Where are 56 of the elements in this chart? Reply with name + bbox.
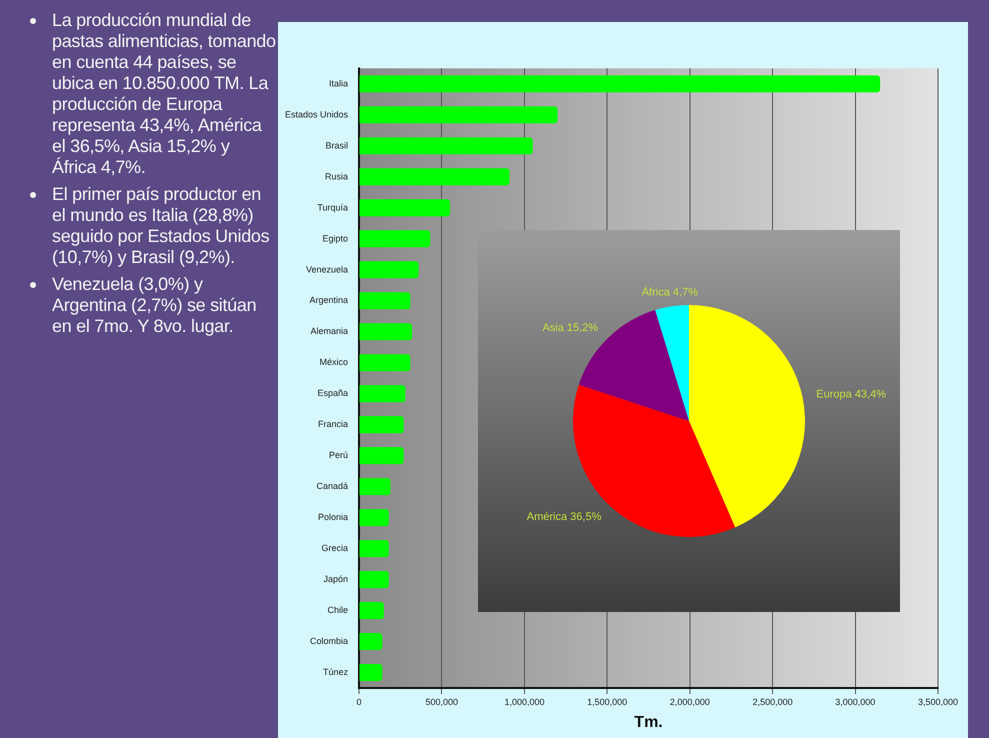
x-axis-title: Tm.: [634, 714, 663, 731]
y-tick-label: Túnez: [323, 666, 349, 677]
y-tick-label: España: [318, 388, 348, 398]
y-tick-label: Turquía: [317, 202, 348, 212]
bar: [360, 292, 410, 310]
y-tick-label: Polonia: [318, 512, 348, 522]
bar: [360, 230, 430, 248]
bar: [360, 416, 404, 434]
y-tick-label: Egipto: [322, 233, 348, 244]
bar: [360, 602, 384, 620]
y-tick-label: Colombia: [310, 636, 348, 646]
y-tick-label: Brasil: [326, 140, 348, 150]
y-tick-label: Estados Unidos: [284, 109, 349, 120]
x-tick-label: 3,000,000: [835, 696, 876, 707]
y-tick-label: México: [320, 357, 348, 368]
bar: [360, 664, 382, 682]
y-tick-label: Alemania: [310, 326, 348, 336]
bar: [360, 106, 558, 124]
y-tick-label: Canadá: [316, 481, 348, 492]
bar: [360, 323, 412, 340]
bar: [360, 354, 410, 372]
bar: [360, 509, 389, 526]
bar: [360, 633, 382, 650]
y-tick-label: Venezuela: [306, 264, 348, 274]
text: El primer país productor en el mundo es Italia (28,8%) seguido por Estados Unidos (10,7%) y Brasil (9,2%).: [51, 184, 270, 268]
y-tick-label: Chile: [328, 605, 348, 616]
x-tick-label: 2,000,000: [670, 696, 710, 707]
x-tick-label: 2,500,000: [752, 696, 793, 707]
y-tick-label: Italia: [329, 78, 348, 88]
text: La producción mundial de pastas alimenticias, tomando en cuenta 44 países, se ubica en 10.850.000 TM. La producción de Europa representa 43,4%, América el 36,5%, Asia 15,2% y África 4,7%.: [51, 10, 277, 178]
slice-label: América 36,5%: [526, 511, 602, 524]
bar: [360, 447, 404, 464]
bar: [360, 261, 419, 278]
y-tick-label: Argentina: [310, 295, 348, 306]
slice-label: Europa 43,4%: [816, 388, 886, 401]
y-tick-label: Grecia: [322, 543, 348, 554]
slice-label: África 4,7%: [642, 285, 698, 298]
x-tick-label: 500,000: [425, 696, 458, 707]
y-tick-label: Rusia: [325, 171, 348, 182]
text: Venezuela (3,0%) y Argentina (2,7%) se sitúan en el 7mo. Y 8vo. lugar.: [51, 274, 258, 337]
x-tick-label: 1,500,000: [587, 696, 628, 707]
bar: [360, 571, 389, 588]
bar: [360, 478, 390, 496]
bar: [360, 540, 389, 558]
x-tick-label: 0: [356, 696, 362, 707]
bar: [360, 168, 510, 186]
bar: [360, 385, 406, 402]
y-tick-label: Perú: [329, 450, 348, 460]
slice-label: Asia 15,2%: [542, 322, 598, 334]
x-tick-label: 1,000,000: [504, 696, 544, 707]
y-tick-label: Francia: [318, 419, 348, 430]
bar: [360, 137, 533, 154]
y-tick-label: Japón: [324, 574, 348, 584]
bar: [360, 75, 880, 92]
bar: [360, 199, 450, 216]
x-tick-label: 3,500,000: [918, 696, 958, 707]
